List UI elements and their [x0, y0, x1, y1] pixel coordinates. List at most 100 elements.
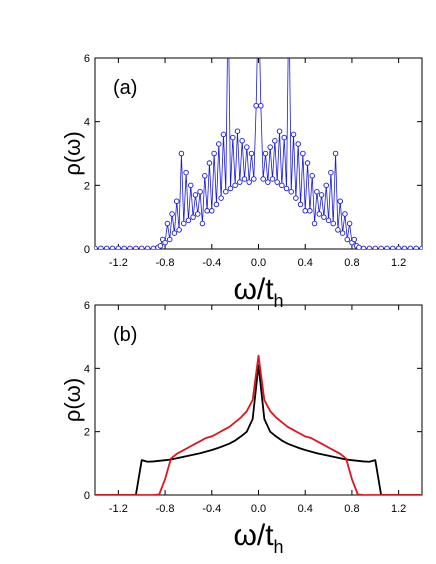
data-point [109, 245, 116, 249]
annotation: (b) [113, 324, 137, 346]
data-point [190, 214, 196, 220]
data-point [372, 245, 379, 249]
x-axis-label-subscript: h [274, 537, 284, 557]
data-point [253, 102, 259, 109]
data-point [304, 160, 311, 166]
annotation: (a) [113, 77, 137, 99]
data-point [323, 182, 329, 189]
data-point [309, 173, 315, 179]
data-point [295, 141, 301, 147]
data-point [325, 217, 332, 224]
data-point [318, 192, 325, 198]
data-point [335, 227, 341, 233]
data-point [188, 182, 194, 189]
data-point [171, 230, 178, 236]
data-point [197, 188, 203, 195]
data-point [209, 208, 215, 214]
data-point [384, 245, 390, 249]
data-point [346, 220, 353, 227]
data-point [115, 245, 122, 249]
data-point [216, 141, 222, 147]
data-point [211, 150, 217, 157]
data-point [276, 128, 283, 134]
data-point [342, 211, 348, 217]
data-point [241, 176, 248, 182]
data-point [328, 169, 334, 176]
x-tick-label: 0.8 [344, 257, 359, 269]
plot-frame [94, 304, 423, 496]
y-axis-label: ρ(ω) [60, 378, 85, 422]
data-point [366, 245, 373, 249]
panel: 0 2 4 6 -1.2 -0.8 -0.4 0.0 0.4 0.8 1.2 (a) ρ(ω) ω/th [60, 53, 423, 311]
data-point [351, 236, 358, 243]
data-point [162, 239, 168, 246]
y-tick-label: 4 [84, 117, 90, 129]
series-line [95, 58, 422, 249]
x-tick-label: -0.4 [202, 257, 221, 269]
y-tick-label: 2 [84, 427, 90, 439]
panel: 0 2 4 6 -1.2 -0.8 -0.4 0.0 0.4 0.8 1.2 (b) ρ(ω) ω/th [60, 300, 423, 557]
x-axis-label-main: ω/t [233, 519, 274, 552]
data-point [185, 217, 192, 224]
data-point [302, 208, 308, 214]
data-point [300, 150, 306, 157]
data-point [267, 144, 273, 150]
data-point [265, 179, 271, 185]
data-point [395, 245, 402, 249]
x-tick-label: 1.2 [391, 503, 406, 515]
data-point [293, 195, 299, 201]
data-point [390, 245, 396, 249]
data-point [157, 243, 164, 249]
data-point [173, 198, 180, 204]
data-point [121, 245, 127, 249]
data-point [274, 179, 280, 185]
data-point [413, 245, 419, 249]
data-point [244, 144, 250, 150]
data-point [419, 245, 422, 249]
plot-area [95, 58, 422, 249]
x-tick-label: -0.8 [156, 503, 175, 515]
data-point [281, 134, 287, 141]
data-point [311, 220, 318, 227]
x-tick-label: -1.2 [109, 257, 128, 269]
data-point [290, 131, 297, 138]
data-point [407, 245, 414, 249]
data-point [297, 201, 304, 208]
data-point [181, 220, 187, 227]
data-point [288, 188, 294, 195]
data-point [195, 211, 201, 217]
data-point [232, 182, 238, 189]
data-point [103, 245, 110, 249]
data-point [283, 185, 290, 192]
x-tick-label: -0.4 [202, 503, 221, 515]
data-point [218, 195, 224, 201]
data-point [251, 176, 257, 182]
x-tick-label: 0.4 [298, 503, 313, 515]
data-point [169, 211, 175, 217]
data-point [166, 236, 173, 243]
data-point [202, 173, 208, 179]
plot-area [95, 354, 422, 495]
data-point [279, 182, 285, 189]
data-point [237, 179, 243, 185]
x-tick-label: -0.8 [156, 257, 175, 269]
data-point [378, 245, 384, 249]
y-tick-label: 0 [84, 490, 90, 502]
data-point [223, 188, 229, 195]
x-tick-label: -1.2 [109, 503, 128, 515]
y-tick-label: 6 [84, 300, 90, 312]
data-point [133, 245, 139, 249]
data-point [183, 169, 189, 176]
data-point [339, 230, 346, 236]
data-point [127, 245, 133, 249]
data-point [227, 185, 234, 192]
data-point [246, 179, 252, 185]
data-point [138, 245, 145, 249]
data-point [401, 245, 408, 249]
data-point [144, 245, 151, 249]
data-point [206, 160, 213, 166]
x-tick-label: 1.2 [391, 257, 406, 269]
data-point [307, 208, 313, 214]
data-point [213, 201, 220, 208]
